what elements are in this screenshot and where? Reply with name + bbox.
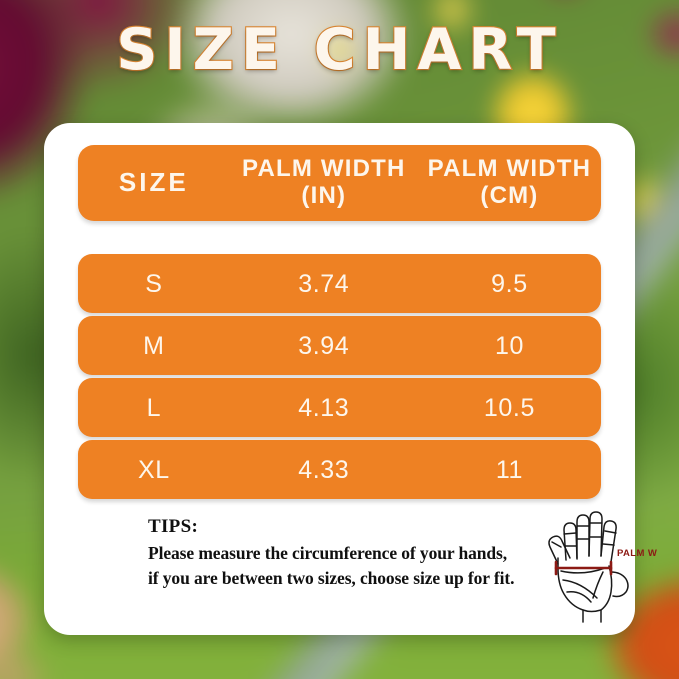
cell-palm-width-in: 4.13 — [298, 393, 350, 422]
cell-size: M — [143, 331, 165, 360]
cell-palm-width-in: 3.94 — [298, 331, 350, 360]
cell-size: S — [145, 269, 163, 298]
header-palm-width-cm-line2: (CM) — [480, 182, 539, 209]
cell-size: L — [146, 393, 162, 422]
header-palm-width-in-line1: PALM WIDTH — [242, 155, 406, 183]
size-chart-card: SIZE PALM WIDTH (IN) PALM WIDTH (CM) S 3… — [44, 123, 657, 635]
palm-width-arrow-icon — [554, 560, 613, 576]
tips-line-1: Please measure the circumference of your… — [148, 543, 508, 563]
cell-palm-width-in: 4.33 — [298, 455, 350, 484]
cell-palm-width-cm: 10 — [494, 331, 524, 360]
tips-line-2: if you are between two sizes, choose siz… — [148, 567, 515, 588]
palm-width-label: PALM WIDTH — [617, 548, 657, 559]
header-palm-width-cm-line1: PALM WIDTH — [427, 155, 592, 183]
tips-block: TIPS: Please measure the circumference o… — [148, 516, 548, 591]
size-chart-table: SIZE PALM WIDTH (IN) PALM WIDTH (CM) S 3… — [78, 145, 601, 499]
header-cell-palm-width-in: PALM WIDTH (IN) — [230, 155, 418, 210]
header-cell-size: SIZE — [118, 167, 189, 198]
cell-palm-width-cm: 10.5 — [483, 393, 535, 422]
table-header-row: SIZE PALM WIDTH (IN) PALM WIDTH (CM) — [78, 145, 601, 221]
hand-illustration: PALM WIDTH — [531, 506, 657, 628]
table-row: S 3.74 9.5 — [78, 254, 601, 313]
hand-outline-icon — [548, 511, 629, 623]
cell-palm-width-cm: 11 — [495, 455, 524, 484]
header-cell-palm-width-cm: PALM WIDTH (CM) — [418, 155, 601, 210]
tips-heading: TIPS: — [148, 516, 199, 537]
cell-size: XL — [137, 455, 170, 484]
table-row: L 4.13 10.5 — [78, 378, 601, 437]
table-row: M 3.94 10 — [78, 316, 601, 375]
page-title: SIZE CHART — [115, 17, 563, 83]
hand-diagram-svg: PALM WIDTH — [548, 511, 657, 623]
cell-palm-width-cm: 9.5 — [491, 269, 528, 298]
table-row: XL 4.33 11 — [78, 440, 601, 499]
header-palm-width-in-line2: (IN) — [301, 182, 347, 209]
cell-palm-width-in: 3.74 — [298, 269, 350, 298]
